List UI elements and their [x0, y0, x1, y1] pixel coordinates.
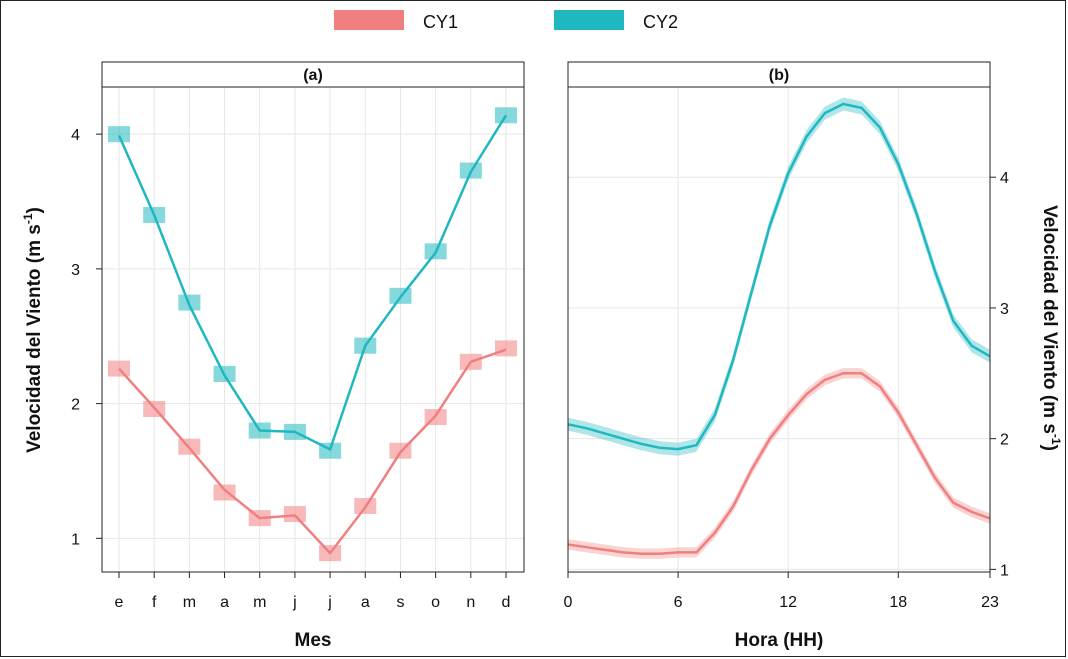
- panel-a-grid: [102, 87, 524, 572]
- panel-a-x-tick-label: m: [183, 594, 196, 611]
- panel-a-marker-cy2: [495, 107, 517, 124]
- panel-b-y-tick-label: 3: [1000, 301, 1009, 318]
- panel-b-frame: [567, 86, 991, 573]
- panel-a-x-tick-label: a: [220, 594, 229, 611]
- panel-b-y-tick-label: 4: [1000, 170, 1009, 187]
- panel-a-y-tick-label: 2: [71, 397, 80, 414]
- panel-b-strip-label: (b): [769, 67, 789, 84]
- panel-a-y-title-close: ): [24, 207, 45, 213]
- panel-a-markers: [108, 107, 517, 562]
- panel-b-y-tick-label: 1: [1000, 562, 1009, 579]
- panel-b-y-title-close: ): [1039, 445, 1060, 451]
- panel-a-frame: [101, 86, 525, 573]
- panel-a-x-tick-label: d: [502, 594, 511, 611]
- panel-b-bands: [568, 97, 990, 559]
- panel-a-x-tick-label: f: [152, 594, 157, 611]
- panel-b-x-tick-label: 6: [674, 594, 683, 611]
- legend-label-cy1: CY1: [423, 12, 458, 32]
- legend: CY1 CY2: [334, 10, 678, 32]
- panel-b-y-title-sup: -1: [1049, 434, 1063, 445]
- panel-a-x-tick-label: j: [292, 594, 297, 611]
- legend-swatch-cy2: [554, 10, 624, 30]
- legend-label-cy2: CY2: [643, 12, 678, 32]
- panel-a-x-tick-label: j: [327, 594, 332, 611]
- panel-a-marker-cy1: [495, 340, 517, 357]
- panel-a-lines: [117, 114, 508, 555]
- panel-b-line-cy1: [567, 372, 991, 555]
- panel-b-strip: [567, 61, 991, 88]
- panel-b-line-cy2: [567, 102, 991, 451]
- panel-b-x-tick-label: 18: [889, 594, 907, 611]
- panel-b-x-tick-label: 23: [981, 594, 999, 611]
- panel-a-marker-cy1: [283, 506, 306, 523]
- panel-a-x-tick-label: o: [431, 594, 440, 611]
- panel-a-marker-cy1: [108, 360, 130, 377]
- legend-swatch-cy1: [334, 10, 404, 30]
- panel-a-y-tick-label: 4: [71, 127, 80, 144]
- panel-b-x-tick-label: 0: [564, 594, 573, 611]
- panel-a-x-tick-label: s: [396, 594, 404, 611]
- panel-a-y-tick-label: 3: [71, 262, 80, 279]
- panel-a-x-tick-label: a: [361, 594, 370, 611]
- panel-a-y-title: Velocidad del Viento (m s-1): [21, 207, 45, 453]
- panel-b-y-tick-label: 2: [1000, 432, 1009, 449]
- panel-b-y-title: Velocidad del Viento (m s-1): [1039, 205, 1063, 451]
- panel-a-x-tick-label: e: [115, 594, 124, 611]
- panel-a-y-title-main: Velocidad del Viento (m s: [24, 224, 45, 453]
- panel-b-lines: [567, 102, 991, 555]
- panel-b-x-title: Hora (HH): [735, 630, 824, 651]
- panel-a-line-cy2: [117, 114, 508, 451]
- panel-a-marker-cy2: [108, 126, 130, 143]
- panel-a-marker-cy1: [213, 484, 236, 501]
- panel-a-x-tick-label: m: [253, 594, 266, 611]
- panel-b-grid: [567, 87, 991, 572]
- panel-b-x-tick-label: 12: [779, 594, 797, 611]
- panel-a: (a) e f m a m j j a s o n d 1 2 3 4 Mes Velocidad del V…: [21, 61, 525, 651]
- panel-b-y-title-main: Velocidad del Viento (m s: [1039, 205, 1060, 434]
- panel-a-line-cy1: [118, 348, 507, 555]
- panel-a-y-tick-label: 1: [71, 531, 80, 548]
- panel-a-strip-label: (a): [303, 67, 323, 84]
- panel-b-band-cy2: [568, 97, 990, 456]
- panel-a-x-title: Mes: [295, 630, 332, 651]
- panel-a-ticks: e f m a m j j a s o n d 1 2 3 4: [71, 127, 510, 611]
- panel-a-x-tick-label: n: [466, 594, 475, 611]
- panel-a-y-title-sup: -1: [21, 213, 35, 224]
